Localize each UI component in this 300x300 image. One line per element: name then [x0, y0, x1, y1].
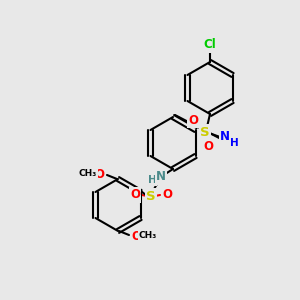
Text: O: O: [94, 167, 104, 181]
Text: O: O: [162, 188, 172, 202]
Text: H: H: [230, 138, 238, 148]
Text: N: N: [220, 130, 230, 143]
Text: O: O: [188, 113, 198, 127]
Text: Cl: Cl: [204, 38, 216, 52]
Text: N: N: [156, 170, 166, 184]
Text: O: O: [130, 188, 140, 202]
Text: CH₃: CH₃: [79, 169, 97, 178]
Text: O: O: [203, 140, 213, 154]
Text: O: O: [131, 230, 141, 242]
Text: CH₃: CH₃: [139, 232, 157, 241]
Text: S: S: [200, 125, 210, 139]
Text: S: S: [146, 190, 156, 202]
Text: H: H: [148, 175, 156, 185]
